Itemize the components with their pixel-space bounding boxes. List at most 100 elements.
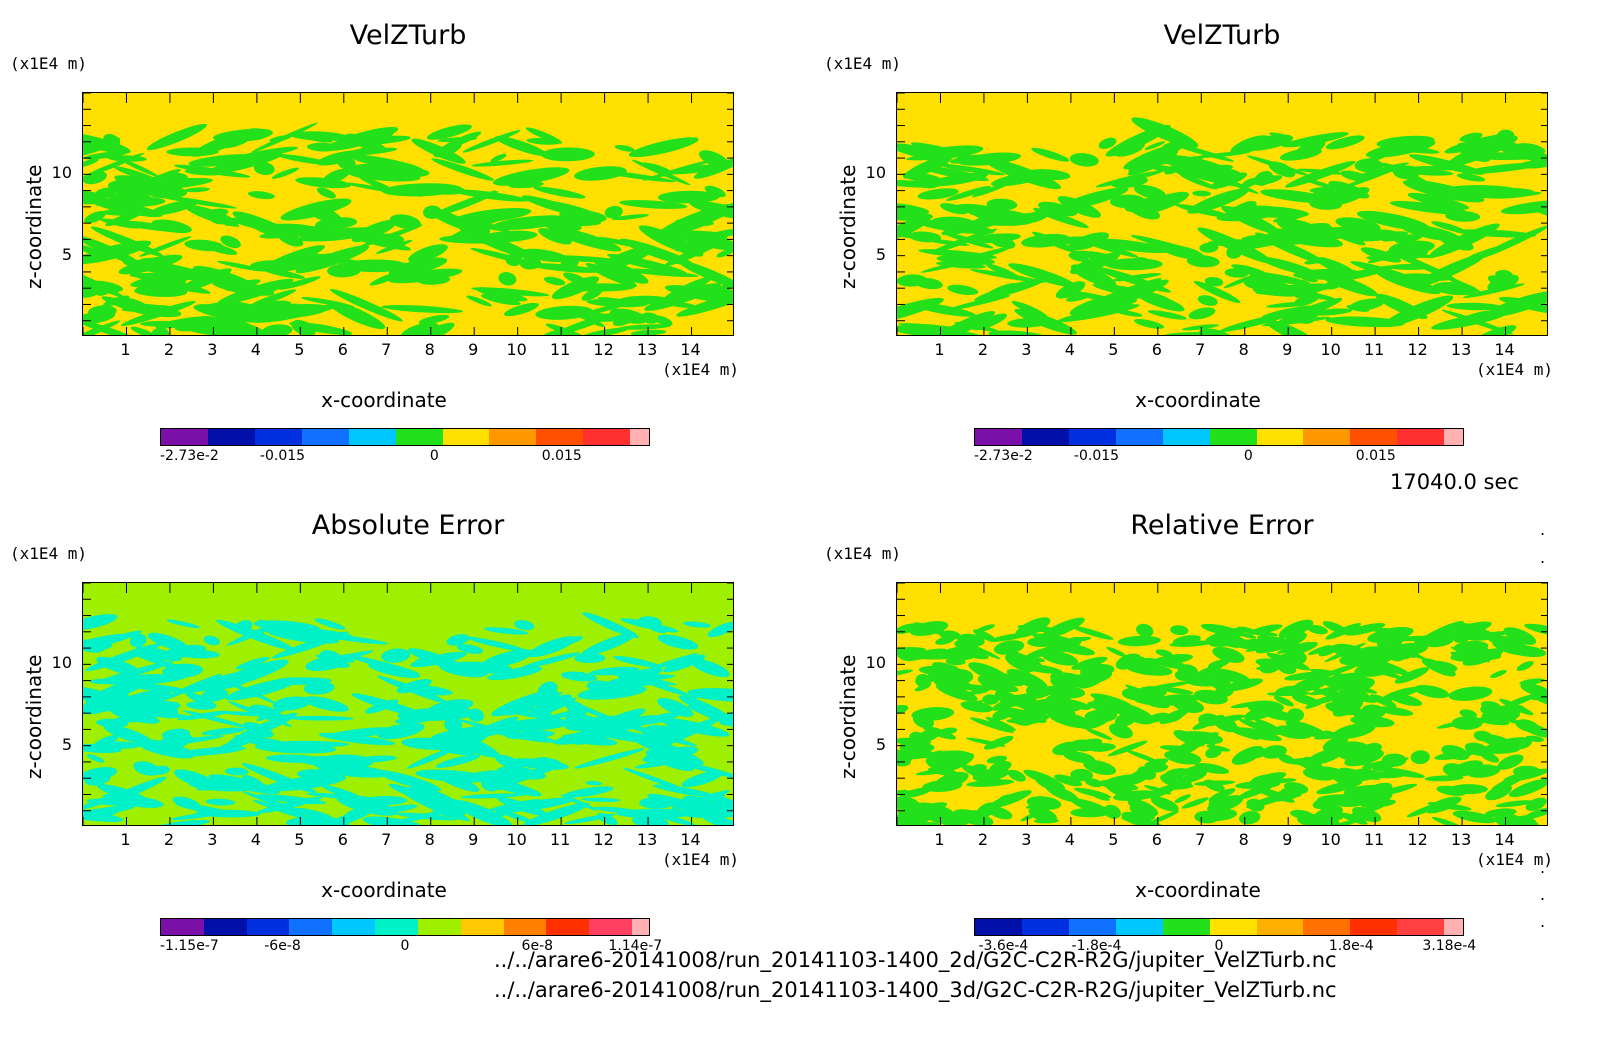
field-patch (1354, 653, 1395, 674)
field-patch (1160, 244, 1205, 260)
field-patch (988, 330, 1049, 335)
field-patch (1260, 189, 1333, 204)
field-patch (134, 286, 188, 297)
x-tick-label: 2 (163, 830, 175, 849)
x-tick-label: 4 (250, 340, 261, 359)
field-patch (941, 213, 1016, 236)
field-patch (538, 228, 572, 245)
colorbar-swatch (1068, 429, 1116, 445)
field-patch (149, 200, 199, 216)
field-patch (497, 797, 548, 816)
colorbar-swatch (1115, 429, 1163, 445)
field-patch (1332, 699, 1363, 717)
field-patch (418, 314, 450, 325)
colorbar-label: 0 (400, 938, 410, 954)
field-patch (83, 132, 131, 154)
field-patch (1021, 233, 1070, 248)
field-patch (629, 734, 704, 766)
field-patch (1487, 712, 1526, 726)
field-patch (1031, 147, 1070, 162)
x-unit-label: (x1E4 m) (1476, 360, 1554, 379)
field-patch (1335, 741, 1369, 755)
field-patch (107, 155, 147, 162)
field-patch (1172, 698, 1205, 714)
field-patch (269, 135, 292, 142)
field-patch (1229, 639, 1256, 647)
field-patch (83, 703, 119, 713)
field-patch (1144, 785, 1172, 795)
field-patch (189, 780, 256, 792)
field-patch (247, 289, 297, 308)
x-tick-label: 11 (1363, 340, 1385, 359)
field-patch (966, 779, 1014, 787)
x-tick-label: 8 (424, 830, 435, 849)
field-patch (1437, 232, 1474, 251)
field-patch (1075, 738, 1103, 752)
field-patch (328, 301, 386, 330)
field-patch (1266, 691, 1312, 697)
field-patch (678, 695, 732, 722)
field-patch (1207, 795, 1244, 813)
field-patch (1317, 794, 1360, 804)
field-patch (344, 654, 420, 675)
field-patch (1376, 639, 1403, 648)
field-patch (306, 792, 387, 802)
field-patch (1144, 758, 1169, 768)
file-path-2d: ../../arare6-20141008/run_20141103-1400_… (494, 948, 1337, 972)
field-patch (1111, 273, 1162, 282)
field-patch (612, 314, 636, 326)
field-patch (1147, 810, 1180, 825)
field-patch (965, 737, 1006, 747)
colorbar-swatch (1021, 919, 1069, 935)
colorbar-swatch (503, 919, 547, 935)
field-patch (1424, 775, 1464, 782)
x-tick-label: 2 (977, 830, 989, 849)
field-patch (1238, 811, 1261, 825)
x-tick-label: 1 (934, 830, 945, 849)
field-patch (1078, 663, 1100, 670)
field-patch (908, 231, 942, 243)
timestamp: 17040.0 sec (1390, 470, 1519, 494)
field-patch (1195, 151, 1251, 158)
field-patch (939, 203, 968, 215)
field-patch (262, 324, 293, 335)
field-patch (964, 642, 1001, 660)
field-patch (1078, 673, 1105, 689)
field-patch (897, 790, 926, 796)
colorbar-swatch (161, 429, 208, 445)
field-patch (1093, 697, 1112, 704)
field-patch (560, 794, 598, 811)
field-patch (295, 177, 352, 189)
x-tick-label: 3 (207, 340, 218, 359)
field-patch (568, 710, 616, 730)
field-patch (253, 799, 316, 822)
field-patch (247, 191, 275, 200)
colorbar (160, 918, 650, 936)
field-patch (109, 220, 191, 233)
field-patch (1307, 230, 1391, 237)
field-patch (925, 172, 989, 187)
field-patch (1241, 177, 1260, 188)
x-tick-label: 13 (1450, 830, 1472, 849)
field-patch (1495, 800, 1534, 808)
field-patch (1254, 719, 1282, 733)
x-tick-label: 7 (1195, 340, 1206, 359)
x-tick-label: 13 (636, 830, 658, 849)
field-patch (465, 716, 519, 741)
field-patch (983, 158, 1062, 190)
field-patch (96, 718, 129, 728)
field-patch (135, 646, 182, 662)
field-patch (1207, 735, 1223, 744)
field-patch (1017, 624, 1057, 633)
field-patch (652, 229, 733, 237)
y-tick-label: 5 (875, 244, 886, 264)
field-patch (1387, 250, 1435, 259)
field-patch (657, 698, 694, 717)
field-patch (199, 301, 240, 314)
field-patch (1324, 278, 1346, 290)
x-tick-label: 9 (1282, 340, 1293, 359)
colorbar-swatch (203, 919, 247, 935)
field-patch (1188, 307, 1216, 320)
field-patch (118, 254, 183, 275)
field-patch (471, 159, 534, 167)
